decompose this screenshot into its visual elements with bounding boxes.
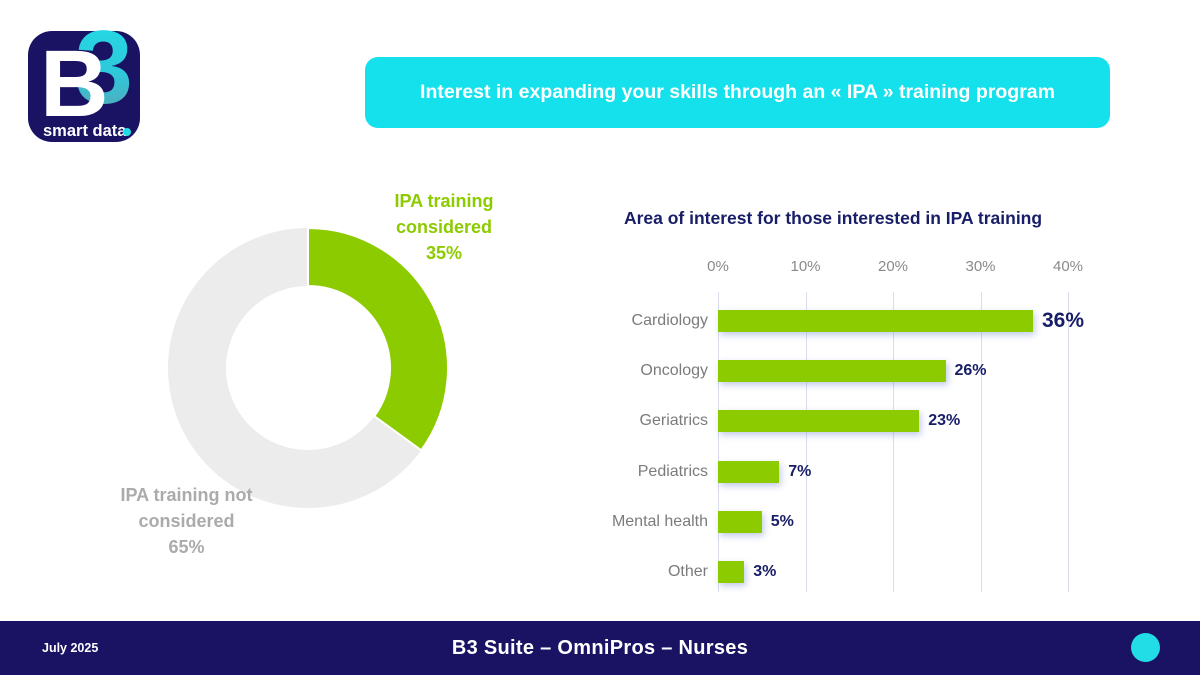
x-axis-tick-label: 40% xyxy=(1052,258,1084,275)
bar-chart: Area of interest for those interested in… xyxy=(600,196,1140,606)
x-axis-tick-label: 10% xyxy=(790,258,821,275)
donut-label-considered-value: 35% xyxy=(425,243,463,263)
footer-accent-dot-icon xyxy=(1131,633,1160,662)
bar xyxy=(718,510,762,533)
bar xyxy=(718,410,920,433)
bar xyxy=(718,460,780,483)
x-axis-tick-label: 20% xyxy=(877,258,909,275)
gridline xyxy=(718,292,719,592)
donut-label-considered: IPA training considered 35% xyxy=(375,188,513,266)
bar-value-label: 7% xyxy=(788,462,812,480)
bar-value-label: 23% xyxy=(928,412,961,430)
bar xyxy=(718,561,745,583)
tagline-dot-icon xyxy=(123,128,131,136)
category-label: Geriatrics xyxy=(639,412,708,430)
bar-value-label: 5% xyxy=(770,512,794,530)
category-label: Other xyxy=(667,563,708,580)
donut-label-not-considered-value: 65% xyxy=(168,537,205,557)
category-label: Cardiology xyxy=(631,312,708,329)
donut-label-not-considered: IPA training not considered 65% xyxy=(83,482,290,560)
logo-digit-3: 3 xyxy=(75,10,133,126)
donut-label-considered-text: IPA training considered xyxy=(394,191,494,237)
x-axis-tick-label: 30% xyxy=(965,258,996,275)
donut-label-not-considered-text: IPA training not considered xyxy=(120,485,253,531)
bar-value-label: 36% xyxy=(1042,309,1085,332)
page-title: Interest in expanding your skills throug… xyxy=(420,80,1055,103)
category-label: Oncology xyxy=(640,362,708,380)
logo-tagline: smart data xyxy=(43,122,127,140)
b3-logo-graphic: 3 B smart data xyxy=(28,10,140,142)
gridline xyxy=(893,292,894,592)
bar-chart-title: Area of interest for those interested in… xyxy=(623,208,1043,228)
logo-square xyxy=(28,31,140,142)
donut-slice-considered xyxy=(307,226,449,452)
category-label: Mental health xyxy=(611,512,708,530)
logo-letter-b: B xyxy=(40,31,109,137)
footer-bar: July 2025 B3 Suite – OmniPros – Nurses xyxy=(0,621,1200,675)
title-banner: Interest in expanding your skills throug… xyxy=(365,57,1110,128)
gridline xyxy=(1068,292,1069,592)
bar-value-label: 3% xyxy=(753,563,777,580)
category-label: Pediatrics xyxy=(637,462,708,480)
gridline xyxy=(980,292,982,592)
footer-title: B3 Suite – OmniPros – Nurses xyxy=(451,636,749,659)
bar xyxy=(718,360,946,383)
bar xyxy=(718,310,1033,332)
bar-value-label: 26% xyxy=(954,362,987,380)
gridline xyxy=(805,292,807,592)
donut-chart xyxy=(168,226,449,508)
x-axis-tick-label: 0% xyxy=(707,258,729,275)
b3-logo: 3 B smart data xyxy=(23,10,145,150)
footer-date: July 2025 xyxy=(42,641,99,655)
